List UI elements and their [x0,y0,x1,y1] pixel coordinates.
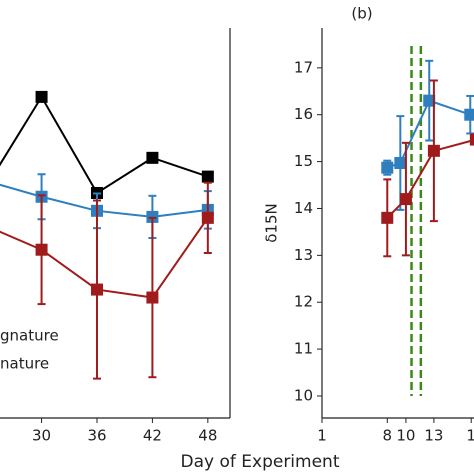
marker [35,90,48,103]
marker [399,193,412,206]
plot-area [0,90,214,380]
x-tick-label: 36 [87,427,106,445]
marker [35,243,48,256]
series-line [386,99,471,169]
y-tick-label: 12 [294,293,313,311]
series-line [0,183,208,218]
y-tick-label: 17 [294,58,313,76]
y-tick-label: 10 [294,386,313,404]
y-tick-label: 13 [294,246,313,264]
marker [90,283,103,296]
marker [381,211,394,224]
x-tick-label: 1 [317,427,327,445]
marker [201,211,214,224]
marker [464,108,474,121]
marker [201,170,214,183]
series-line [0,94,209,195]
y-tick-label: 11 [294,340,313,358]
legend-text: nature [0,355,49,373]
marker [394,157,407,169]
y-axis-label: δ15N [263,203,281,243]
marker [469,133,474,146]
marker [423,94,436,107]
x-tick-label: 48 [198,427,217,445]
marker [427,144,440,157]
marker [381,161,394,174]
plot-area [381,59,474,258]
panel-title: (b) [351,5,372,23]
marker [146,151,159,164]
x-axis-label: Day of Experiment [181,452,340,472]
x-tick-label: 8 [383,427,393,445]
x-tick-label: 1 [466,427,474,445]
y-tick-label: 14 [294,199,313,217]
x-tick-label: 30 [32,427,51,445]
x-tick-label: 13 [424,427,443,445]
y-tick-label: 16 [294,105,313,123]
x-tick-label: 10 [396,427,415,445]
series-line [0,217,209,299]
x-tick-label: 42 [143,427,162,445]
legend-text: gnature [0,327,59,345]
marker [146,291,159,304]
y-tick-label: 15 [294,152,313,170]
series-line [386,139,474,219]
